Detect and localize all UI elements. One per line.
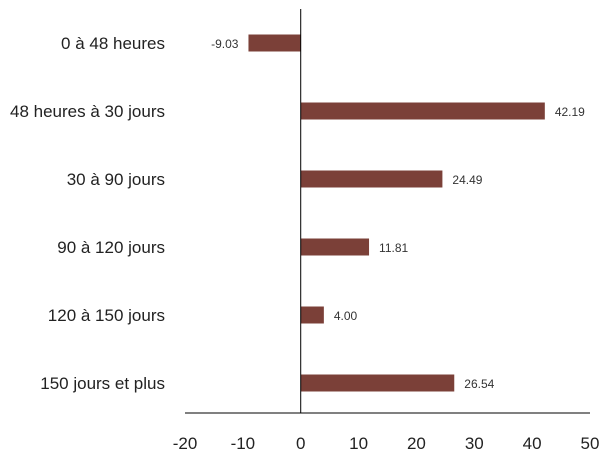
data-label: 42.19 [555,105,585,119]
data-label: 26.54 [464,377,494,391]
x-tick-label: 0 [296,434,305,453]
x-tick-label: -20 [173,434,198,453]
category-label: 0 à 48 heures [61,34,165,53]
category-label: 30 à 90 jours [67,170,165,189]
category-label: 120 à 150 jours [48,306,165,325]
category-label: 90 à 120 jours [57,238,165,257]
bar [300,374,455,392]
bars [248,34,545,392]
bar [300,170,443,188]
data-label: 11.81 [379,241,408,255]
data-label: -9.03 [211,37,239,51]
category-label: 48 heures à 30 jours [10,102,165,121]
category-labels: 0 à 48 heures 48 heures à 30 jours 30 à 90… [10,34,165,393]
bar [300,102,545,120]
bar [300,238,370,256]
x-tick-label: -10 [231,434,256,453]
x-tick-labels: -20 -10 0 10 20 30 40 50 [173,434,600,453]
data-label: 4.00 [334,309,358,323]
category-label: 150 jours et plus [40,374,165,393]
x-tick-label: 50 [581,434,600,453]
bar [248,34,301,52]
x-tick-label: 30 [465,434,484,453]
x-tick-label: 40 [523,434,542,453]
data-labels: -9.03 42.19 24.49 11.81 4.00 26.54 [211,37,585,391]
x-tick-label: 20 [407,434,426,453]
bar [300,306,324,324]
x-tick-label: 10 [349,434,368,453]
data-label: 24.49 [452,173,482,187]
